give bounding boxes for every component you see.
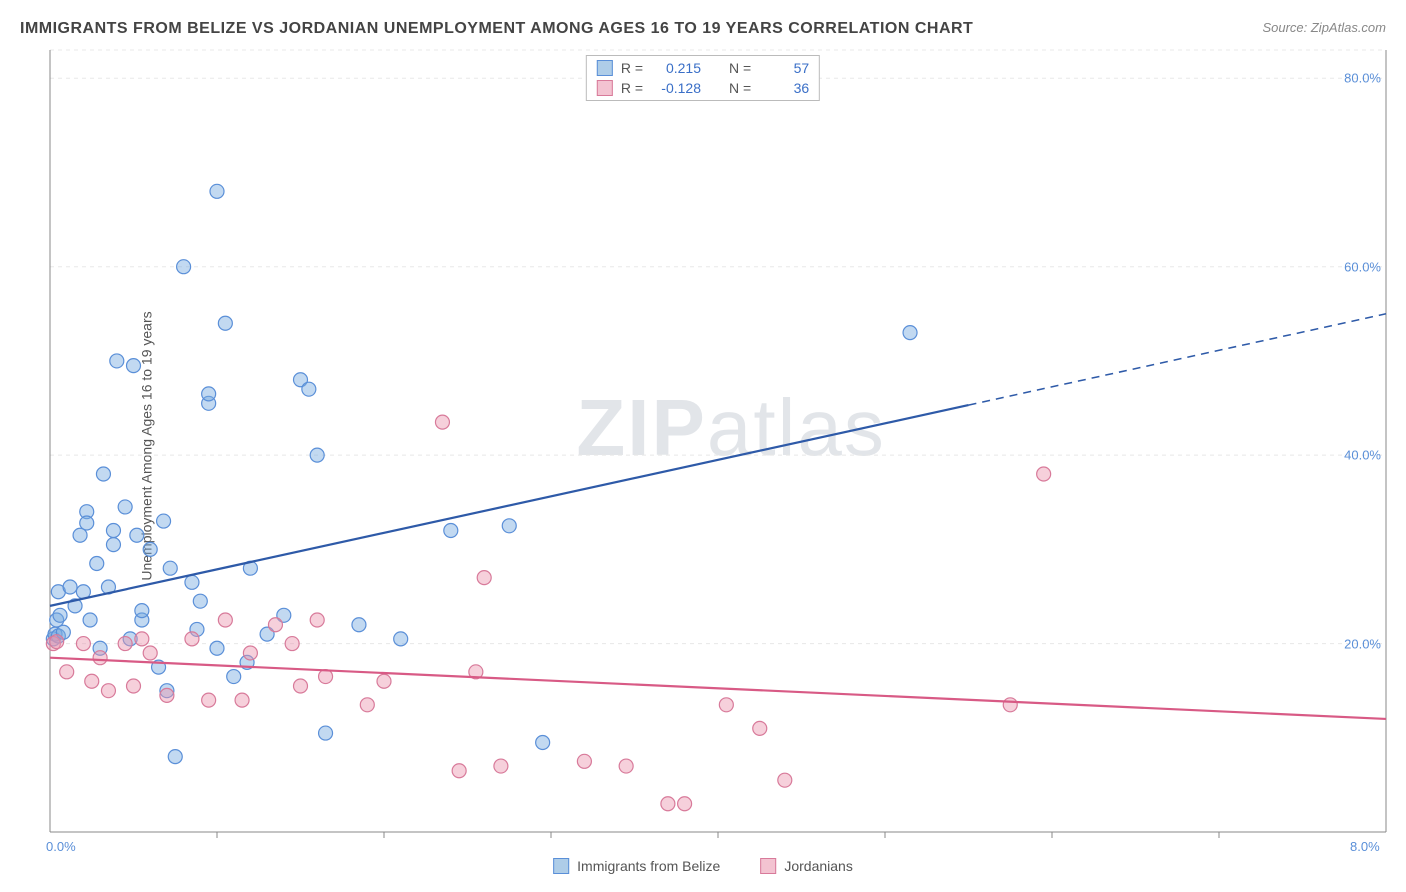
x-tick-label: 0.0%: [46, 839, 76, 854]
r-value-1: -0.128: [651, 80, 701, 96]
n-value-1: 36: [759, 80, 809, 96]
legend-swatch-icon: [553, 858, 569, 874]
y-tick-label: 40.0%: [1344, 448, 1381, 463]
chart-container: IMMIGRANTS FROM BELIZE VS JORDANIAN UNEM…: [0, 0, 1406, 892]
y-tick-label: 20.0%: [1344, 636, 1381, 651]
legend-swatch-belize: [597, 60, 613, 76]
x-tick-label: 8.0%: [1350, 839, 1380, 854]
legend-item-jordanians: Jordanians: [760, 858, 853, 874]
r-label-1: R =: [621, 80, 643, 96]
y-tick-label: 60.0%: [1344, 259, 1381, 274]
series-legend: Immigrants from Belize Jordanians: [553, 858, 853, 874]
n-value-0: 57: [759, 60, 809, 76]
legend-swatch-icon: [760, 858, 776, 874]
y-tick-label: 80.0%: [1344, 71, 1381, 86]
legend-swatch-jordanians: [597, 80, 613, 96]
r-value-0: 0.215: [651, 60, 701, 76]
scatter-chart: [0, 0, 1406, 892]
legend-label-0: Immigrants from Belize: [577, 858, 720, 874]
r-label-0: R =: [621, 60, 643, 76]
legend-item-belize: Immigrants from Belize: [553, 858, 720, 874]
correlation-legend: R = 0.215 N = 57 R = -0.128 N = 36: [586, 55, 820, 101]
n-label-1: N =: [729, 80, 751, 96]
n-label-0: N =: [729, 60, 751, 76]
legend-row-jordanians: R = -0.128 N = 36: [587, 78, 819, 98]
legend-label-1: Jordanians: [784, 858, 853, 874]
legend-row-belize: R = 0.215 N = 57: [587, 58, 819, 78]
